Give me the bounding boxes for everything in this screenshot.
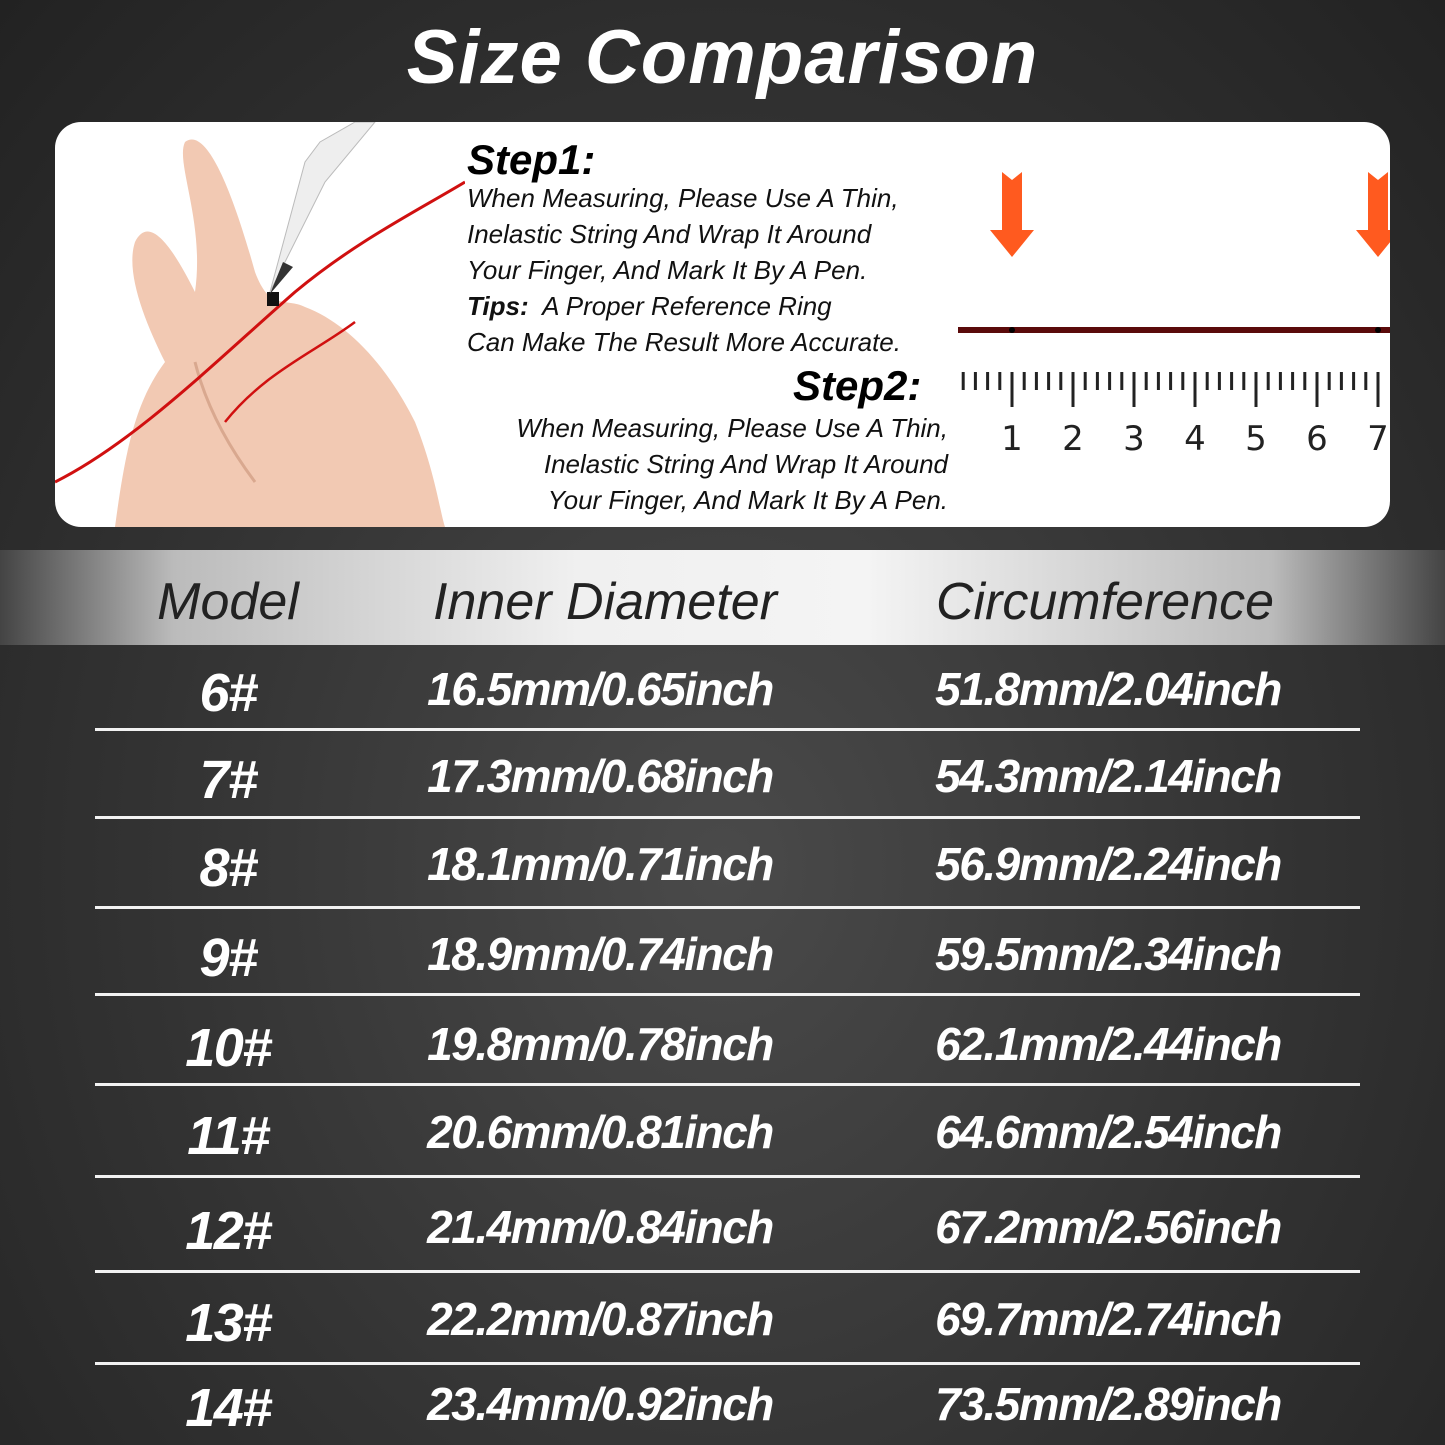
row-divider — [95, 993, 1360, 996]
inner-diameter-cell: 18.1mm/0.71inch — [427, 838, 774, 890]
circumference-cell: 56.9mm/2.24inch — [935, 838, 1282, 890]
step1-line: Your Finger, And Mark It By A Pen. — [467, 255, 868, 285]
step1-line: Inelastic String And Wrap It Around — [467, 219, 872, 249]
ruler-label: 5 — [1245, 419, 1267, 459]
step2-line: Your Finger, And Mark It By A Pen. — [547, 485, 948, 515]
model-cell: 14# — [185, 1378, 272, 1438]
table-row: 14# 23.4mm/0.92inch 73.5mm/2.89inch — [0, 1375, 1445, 1438]
circumference-cell: 62.1mm/2.44inch — [935, 1018, 1282, 1070]
table-row: 11# 20.6mm/0.81inch 64.6mm/2.54inch — [0, 1103, 1445, 1166]
row-divider — [95, 1175, 1360, 1178]
circumference-cell: 51.8mm/2.04inch — [935, 663, 1282, 715]
row-divider — [95, 906, 1360, 909]
model-cell: 6# — [199, 663, 258, 723]
down-arrow-icon — [990, 172, 1034, 257]
inner-diameter-cell: 16.5mm/0.65inch — [427, 663, 774, 715]
header-circumference: Circumference — [935, 573, 1275, 631]
ruler-label: 7 — [1367, 419, 1389, 459]
inner-diameter-cell: 19.8mm/0.78inch — [427, 1018, 774, 1070]
step1-label: Step1: — [467, 136, 596, 183]
header-inner-diameter: Inner Diameter — [433, 573, 777, 631]
inner-diameter-cell: 22.2mm/0.87inch — [427, 1293, 774, 1345]
step2-label: Step2: — [793, 362, 922, 409]
model-cell: 9# — [199, 928, 258, 988]
tips-line: A Proper Reference Ring — [542, 291, 832, 321]
model-cell: 10# — [185, 1018, 272, 1078]
table-row: 7# 17.3mm/0.68inch 54.3mm/2.14inch — [0, 747, 1445, 810]
table-row: 9# 18.9mm/0.74inch 59.5mm/2.34inch — [0, 925, 1445, 988]
circumference-cell: 73.5mm/2.89inch — [935, 1378, 1282, 1430]
row-divider — [95, 1083, 1360, 1086]
circumference-cell: 64.6mm/2.54inch — [935, 1106, 1282, 1158]
model-cell: 13# — [185, 1293, 272, 1353]
inner-diameter-cell: 21.4mm/0.84inch — [427, 1201, 774, 1253]
model-cell: 11# — [187, 1106, 270, 1166]
measuring-instructions-card: Step1: When Measuring, Please Use A Thin… — [55, 122, 1390, 527]
ruler-label: 6 — [1306, 419, 1328, 459]
step1-text: When Measuring, Please Use A Thin, Inela… — [467, 180, 901, 360]
ruler-label: 1 — [1001, 419, 1023, 459]
step2-line: When Measuring, Please Use A Thin, — [516, 413, 948, 443]
inner-diameter-cell: 20.6mm/0.81inch — [427, 1106, 774, 1158]
mark-dot — [1375, 327, 1381, 333]
tips-label: Tips: — [467, 291, 529, 321]
row-divider — [95, 728, 1360, 731]
header-model: Model — [157, 573, 299, 631]
model-cell: 12# — [185, 1201, 272, 1261]
model-cell: 8# — [199, 838, 258, 898]
step2-line: Inelastic String And Wrap It Around — [543, 449, 948, 479]
table-row: 6# 16.5mm/0.65inch 51.8mm/2.04inch — [0, 660, 1445, 723]
ruler-label: 2 — [1062, 419, 1084, 459]
table-row: 13# 22.2mm/0.87inch 69.7mm/2.74inch — [0, 1290, 1445, 1353]
page-title: Size Comparison — [406, 15, 1039, 100]
step1-line: When Measuring, Please Use A Thin, — [467, 183, 899, 213]
tips-line: Can Make The Result More Accurate. — [467, 327, 901, 357]
step2-text: When Measuring, Please Use A Thin, Inela… — [516, 410, 948, 518]
row-divider — [95, 1362, 1360, 1365]
mark-dot — [1009, 327, 1015, 333]
down-arrow-icon — [1356, 172, 1390, 257]
model-cell: 7# — [199, 750, 258, 810]
inner-diameter-cell: 17.3mm/0.68inch — [427, 750, 774, 802]
ruler-label: 3 — [1123, 419, 1145, 459]
circumference-cell: 67.2mm/2.56inch — [935, 1201, 1282, 1253]
table-row: 10# 19.8mm/0.78inch 62.1mm/2.44inch — [0, 1015, 1445, 1078]
table-row: 8# 18.1mm/0.71inch 56.9mm/2.24inch — [0, 835, 1445, 898]
inner-diameter-cell: 18.9mm/0.74inch — [427, 928, 774, 980]
circumference-cell: 54.3mm/2.14inch — [935, 750, 1282, 802]
table-row: 12# 21.4mm/0.84inch 67.2mm/2.56inch — [0, 1198, 1445, 1261]
hand-measuring-illustration — [55, 122, 465, 527]
table-header-band — [0, 550, 1445, 645]
ruler-label: 4 — [1184, 419, 1206, 459]
inner-diameter-cell: 23.4mm/0.92inch — [427, 1378, 774, 1430]
circumference-cell: 69.7mm/2.74inch — [935, 1293, 1282, 1345]
row-divider — [95, 1270, 1360, 1273]
row-divider — [95, 816, 1360, 819]
circumference-cell: 59.5mm/2.34inch — [935, 928, 1282, 980]
